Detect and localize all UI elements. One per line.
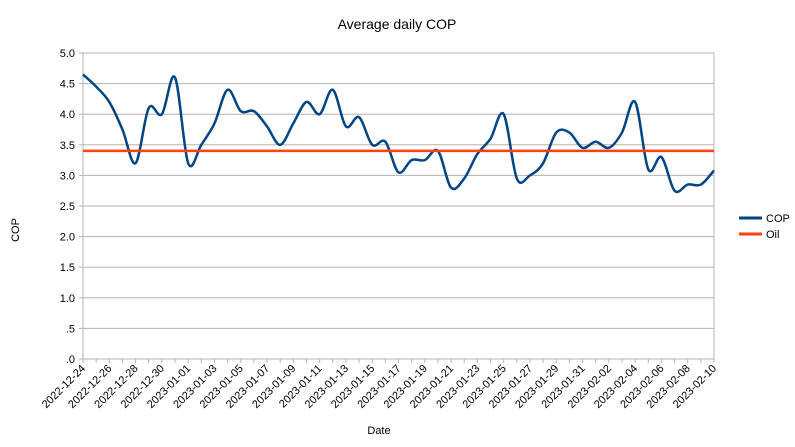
y-tick-label: 4.0: [60, 109, 75, 121]
y-axis-title: COP: [10, 218, 22, 242]
x-axis-ticks: 2022-12-242022-12-262022-12-282022-12-30…: [40, 359, 719, 411]
legend-label-cop: COP: [766, 213, 790, 225]
y-tick-label: 3.0: [60, 170, 75, 182]
y-tick-label: .0: [66, 354, 75, 366]
y-tick-label: 2.5: [60, 201, 75, 213]
y-tick-label: 2.0: [60, 232, 75, 244]
y-tick-label: 5.0: [60, 48, 75, 60]
series-lines: [82, 73, 715, 194]
y-tick-label: 4.5: [60, 79, 75, 91]
x-axis-title: Date: [367, 425, 390, 437]
y-tick-label: 3.5: [60, 140, 75, 152]
y-axis-ticks: .0 .5 1.0 1.5 2.0 2.5 3.0 3.5 4.0 4.5 5.0: [60, 48, 83, 366]
legend-label-oil: Oil: [766, 229, 779, 241]
plot-area: [82, 52, 715, 360]
chart-title: Average daily COP: [338, 16, 457, 32]
series-line-cop: [82, 73, 715, 194]
gridlines: [83, 52, 714, 360]
y-tick-label: .5: [66, 323, 75, 335]
legend: COP Oil: [739, 213, 790, 241]
y-tick-label: 1.5: [60, 262, 75, 274]
y-tick-label: 1.0: [60, 293, 75, 305]
